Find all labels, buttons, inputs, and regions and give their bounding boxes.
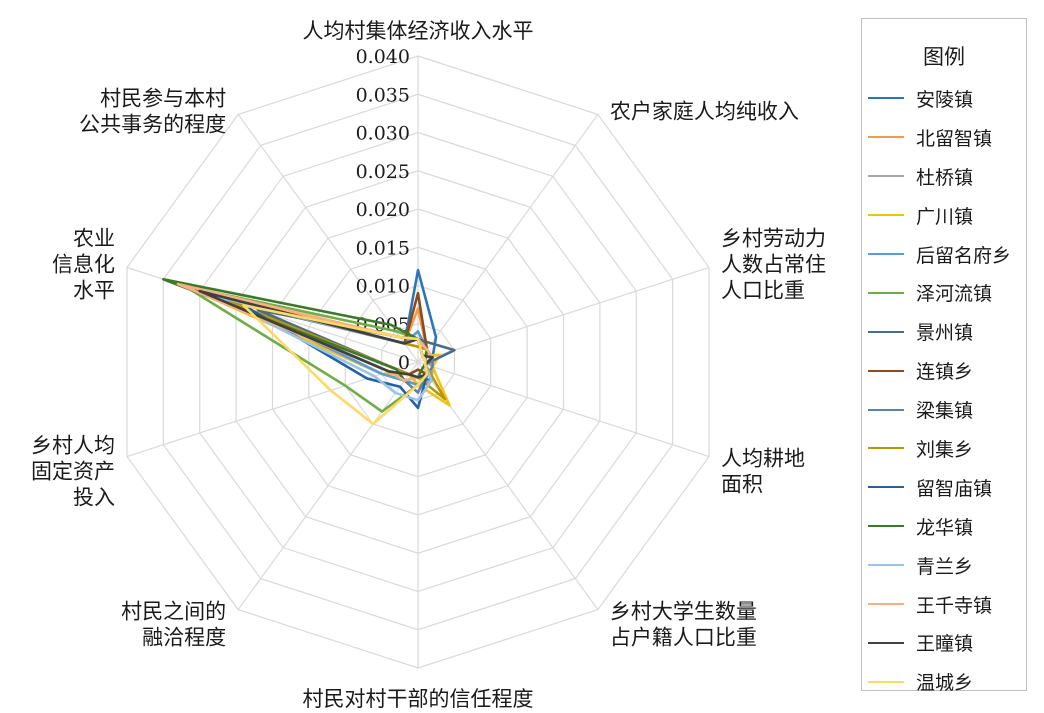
legend-item: 后留名府乡 [862,235,1026,274]
legend-swatch [868,564,904,567]
legend-swatch [868,447,904,450]
axis-label: 村民对村干部的信任程度 [303,687,534,711]
legend-item: 青兰乡 [862,546,1026,585]
legend-label: 温城乡 [916,672,974,695]
legend-item: 刘集乡 [862,429,1026,468]
axis-label: 农户家庭人均纯收入 [610,99,799,123]
legend-label: 杜桥镇 [916,166,974,189]
tick-label: 0 [398,352,410,374]
legend-label: 王千寺镇 [916,594,993,617]
legend-item: 安陵镇 [862,79,1026,118]
legend-label: 景州镇 [916,322,974,345]
tick-label: 0.040 [356,46,410,68]
legend-swatch [868,330,904,333]
legend-item: 温城乡 [862,662,1026,701]
tick-label: 0.030 [356,123,410,145]
tick-label: 0.025 [356,161,410,183]
tick-label: 0.020 [356,199,410,221]
grid-spoke [417,361,710,458]
tick-label: 0.010 [356,276,410,298]
axis-label: 占户籍人口比重 [610,626,757,650]
grid-spoke [417,114,599,363]
legend-swatch [868,136,904,139]
legend-swatch [868,253,904,255]
legend-swatch [868,369,904,372]
axis-labels: 人均村集体经济收入水平农户家庭人均纯收入乡村劳动力人数占常住人口比重人均耕地面积… [31,19,826,711]
axis-label: 融洽程度 [142,626,226,650]
legend-swatch [868,641,904,644]
axis-label: 水平 [73,278,115,302]
legend-label: 龙华镇 [916,516,974,539]
legend-swatch [868,486,904,489]
legend-label: 留智庙镇 [916,477,993,500]
legend: 图例 安陵镇北留智镇杜桥镇广川镇后留名府乡泽河流镇景州镇连镇乡梁集镇刘集乡留智庙… [861,18,1027,694]
legend-item: 梁集镇 [862,390,1026,429]
axis-label: 乡村人均 [31,434,115,458]
legend-swatch [868,408,904,411]
series-line [183,285,429,413]
legend-label: 王瞳镇 [916,633,974,656]
series-line [242,303,429,426]
grid-spoke [126,361,419,458]
axis-label: 面积 [721,473,763,497]
legend-item: 龙华镇 [862,507,1026,546]
legend-title: 图例 [923,45,965,69]
legend-label: 刘集乡 [916,438,974,461]
axis-label: 村民之间的 [121,600,226,624]
radar-series [162,268,456,426]
axis-label: 乡村大学生数量 [610,600,757,624]
legend-label: 连镇乡 [916,361,974,384]
legend-item: 王千寺镇 [862,585,1026,624]
grid-spoke [237,114,419,363]
legend-label: 梁集镇 [916,400,974,423]
axis-label: 固定资产 [31,460,115,484]
legend-item: 广川镇 [862,196,1026,235]
axis-label: 人口比重 [721,278,805,302]
legend-swatch [868,214,904,217]
tick-label: 0.015 [356,237,410,259]
legend-swatch [868,525,904,528]
axis-label: 投入 [73,486,115,510]
series-line [198,289,434,379]
axis-label: 人均耕地 [721,447,805,471]
axis-label: 人均村集体经济收入水平 [303,19,534,43]
legend-label: 广川镇 [916,205,974,228]
axis-label: 乡村劳动力 [721,226,826,250]
legend-item: 北留智镇 [862,118,1026,157]
legend-label: 北留智镇 [916,127,993,150]
radar-chart: 00.0050.0100.0150.0200.0250.0300.0350.04… [31,19,826,711]
radar-grid [126,55,710,669]
legend-swatch [868,603,904,606]
legend-item: 留智庙镇 [862,468,1026,507]
legend-swatch [868,175,904,178]
legend-items: 安陵镇北留智镇杜桥镇广川镇后留名府乡泽河流镇景州镇连镇乡梁集镇刘集乡留智庙镇龙华… [862,79,1026,701]
legend-label: 安陵镇 [916,88,974,111]
axis-label: 信息化 [52,252,115,276]
axis-label: 人数占常住 [721,252,826,276]
legend-item: 景州镇 [862,312,1026,351]
legend-swatch [868,680,904,683]
legend-swatch [868,291,904,294]
legend-item: 王瞳镇 [862,623,1026,662]
legend-item: 连镇乡 [862,351,1026,390]
grid-spoke [417,266,710,363]
tick-label: 0.035 [356,84,410,106]
axis-label: 农业 [73,226,115,250]
legend-item: 泽河流镇 [862,273,1026,312]
legend-label: 青兰乡 [916,555,974,578]
legend-label: 泽河流镇 [916,283,993,306]
legend-label: 后留名府乡 [916,244,1012,267]
axis-label: 村民参与本村 [100,86,226,110]
grid-spoke [237,361,419,610]
legend-swatch [868,97,904,100]
axis-label: 公共事务的程度 [79,112,226,136]
legend-item: 杜桥镇 [862,157,1026,196]
